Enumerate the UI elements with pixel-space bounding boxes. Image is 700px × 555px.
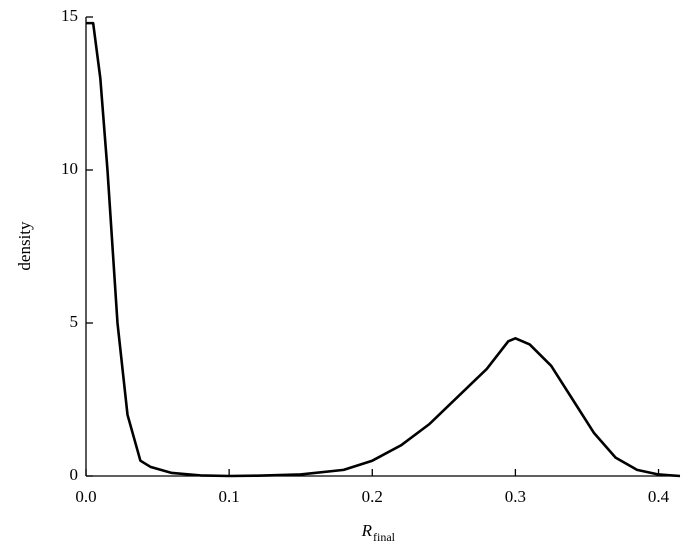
x-tick-label: 0.4 <box>648 487 670 506</box>
x-axis-label-subscript: final <box>373 530 396 544</box>
x-axis-label: R <box>361 521 373 540</box>
x-tick-label: 0.1 <box>219 487 240 506</box>
y-tick-label: 0 <box>70 465 79 484</box>
y-axis-label: density <box>15 221 34 271</box>
y-tick-label: 10 <box>61 159 78 178</box>
y-tick-label: 5 <box>70 312 79 331</box>
y-tick-label: 15 <box>61 6 78 25</box>
x-tick-label: 0.0 <box>75 487 96 506</box>
x-tick-label: 0.2 <box>362 487 383 506</box>
density-curve <box>86 21 681 478</box>
x-tick-label: 0.3 <box>505 487 526 506</box>
